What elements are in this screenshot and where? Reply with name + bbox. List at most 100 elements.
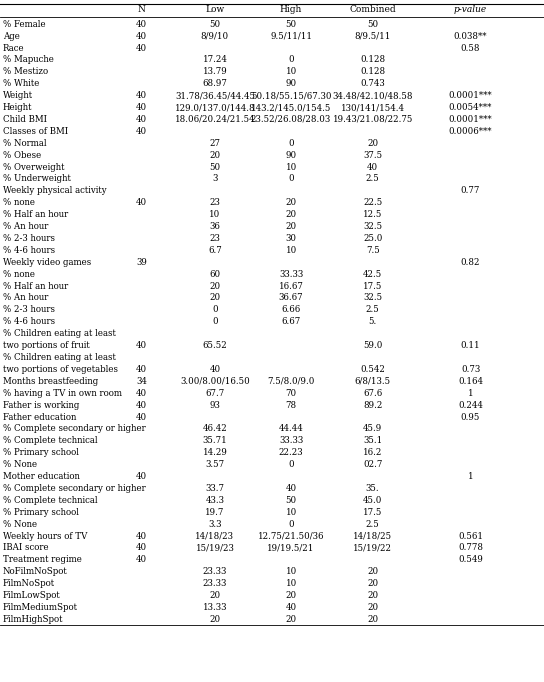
Text: p-value: p-value (454, 5, 487, 14)
Text: 36: 36 (209, 222, 220, 231)
Text: 40: 40 (136, 127, 147, 136)
Text: 19.43/21.08/22.75: 19.43/21.08/22.75 (332, 115, 413, 124)
Text: 0.542: 0.542 (360, 365, 385, 374)
Text: Treatment regime: Treatment regime (3, 555, 82, 564)
Text: 0: 0 (288, 175, 294, 183)
Text: 23.33: 23.33 (203, 579, 227, 588)
Text: 50.18/55.15/67.30: 50.18/55.15/67.30 (251, 91, 331, 100)
Text: 40: 40 (136, 198, 147, 207)
Text: 44.44: 44.44 (279, 424, 304, 433)
Text: 20: 20 (209, 293, 220, 303)
Text: 46.42: 46.42 (202, 424, 227, 433)
Text: 0.128: 0.128 (360, 68, 385, 76)
Text: 50: 50 (367, 20, 378, 29)
Text: % Half an hour: % Half an hour (3, 210, 68, 219)
Text: 20: 20 (209, 282, 220, 291)
Text: 68.97: 68.97 (202, 79, 227, 88)
Text: 37.5: 37.5 (363, 151, 382, 160)
Text: Father education: Father education (3, 413, 76, 421)
Text: % An hour: % An hour (3, 222, 48, 231)
Text: Weekly video games: Weekly video games (3, 258, 91, 267)
Text: 10: 10 (286, 579, 296, 588)
Text: two portions of vegetables: two portions of vegetables (3, 365, 118, 374)
Text: 23.33: 23.33 (203, 567, 227, 576)
Text: 17.5: 17.5 (363, 282, 382, 291)
Text: FilmNoSpot: FilmNoSpot (3, 579, 55, 588)
Text: 0.82: 0.82 (461, 258, 480, 267)
Text: 129.0/137.0/144.8: 129.0/137.0/144.8 (175, 103, 255, 112)
Text: 50: 50 (286, 20, 296, 29)
Text: % Overweight: % Overweight (3, 162, 64, 172)
Text: 0.0054***: 0.0054*** (449, 103, 492, 112)
Text: 90: 90 (286, 151, 296, 160)
Text: 18.06/20.24/21.54: 18.06/20.24/21.54 (175, 115, 255, 124)
Text: 40: 40 (286, 603, 296, 612)
Text: % having a TV in own room: % having a TV in own room (3, 389, 122, 398)
Text: 50: 50 (209, 162, 220, 172)
Text: 17.24: 17.24 (202, 55, 227, 65)
Text: 89.2: 89.2 (363, 400, 382, 410)
Text: 50: 50 (209, 20, 220, 29)
Text: 0: 0 (288, 460, 294, 469)
Text: 20: 20 (286, 591, 296, 600)
Text: Father is working: Father is working (3, 400, 79, 410)
Text: 8/9.5/11: 8/9.5/11 (355, 31, 391, 41)
Text: Months breastfeeding: Months breastfeeding (3, 376, 98, 386)
Text: 40: 40 (136, 531, 147, 541)
Text: 19.7: 19.7 (205, 507, 225, 517)
Text: 0: 0 (288, 520, 294, 529)
Text: % None: % None (3, 460, 37, 469)
Text: IBAI score: IBAI score (3, 544, 48, 552)
Text: 143.2/145.0/154.5: 143.2/145.0/154.5 (251, 103, 331, 112)
Text: 8/9/10: 8/9/10 (201, 31, 229, 41)
Text: High: High (280, 5, 302, 14)
Text: N: N (138, 5, 145, 14)
Text: 0: 0 (288, 55, 294, 65)
Text: Weekly hours of TV: Weekly hours of TV (3, 531, 87, 541)
Text: 40: 40 (136, 389, 147, 398)
Text: 20: 20 (209, 151, 220, 160)
Text: 40: 40 (209, 365, 220, 374)
Text: 3.00/8.00/16.50: 3.00/8.00/16.50 (180, 376, 250, 386)
Text: 0.77: 0.77 (461, 186, 480, 195)
Text: 45.0: 45.0 (363, 496, 382, 505)
Text: 16.67: 16.67 (279, 282, 304, 291)
Text: % Underweight: % Underweight (3, 175, 71, 183)
Text: 20: 20 (367, 603, 378, 612)
Text: 20: 20 (286, 198, 296, 207)
Text: 39: 39 (136, 258, 147, 267)
Text: % 4-6 hours: % 4-6 hours (3, 246, 55, 255)
Text: 0.95: 0.95 (461, 413, 480, 421)
Text: 20: 20 (367, 591, 378, 600)
Text: % Complete technical: % Complete technical (3, 496, 97, 505)
Text: 67.7: 67.7 (205, 389, 225, 398)
Text: 22.5: 22.5 (363, 198, 382, 207)
Text: 67.6: 67.6 (363, 389, 382, 398)
Text: 1: 1 (468, 472, 473, 481)
Text: 2.5: 2.5 (366, 175, 380, 183)
Text: FilmLowSpot: FilmLowSpot (3, 591, 60, 600)
Text: 10: 10 (286, 246, 296, 255)
Text: 12.75/21.50/36: 12.75/21.50/36 (258, 531, 324, 541)
Text: 40: 40 (136, 555, 147, 564)
Text: NoFilmNoSpot: NoFilmNoSpot (3, 567, 67, 576)
Text: 13.79: 13.79 (202, 68, 227, 76)
Text: % 2-3 hours: % 2-3 hours (3, 306, 55, 314)
Text: 15/19/23: 15/19/23 (195, 544, 234, 552)
Text: Classes of BMI: Classes of BMI (3, 127, 68, 136)
Text: Low: Low (205, 5, 225, 14)
Text: 0.73: 0.73 (461, 365, 480, 374)
Text: 40: 40 (136, 103, 147, 112)
Text: 0.0001***: 0.0001*** (449, 115, 492, 124)
Text: 40: 40 (136, 20, 147, 29)
Text: 40: 40 (136, 413, 147, 421)
Text: 3.3: 3.3 (208, 520, 221, 529)
Text: 22.23: 22.23 (279, 448, 304, 457)
Text: 0.743: 0.743 (360, 79, 385, 88)
Text: 40: 40 (136, 365, 147, 374)
Text: Age: Age (3, 31, 20, 41)
Text: Mother education: Mother education (3, 472, 79, 481)
Text: % none: % none (3, 198, 35, 207)
Text: 0.244: 0.244 (458, 400, 483, 410)
Text: 27: 27 (209, 139, 220, 148)
